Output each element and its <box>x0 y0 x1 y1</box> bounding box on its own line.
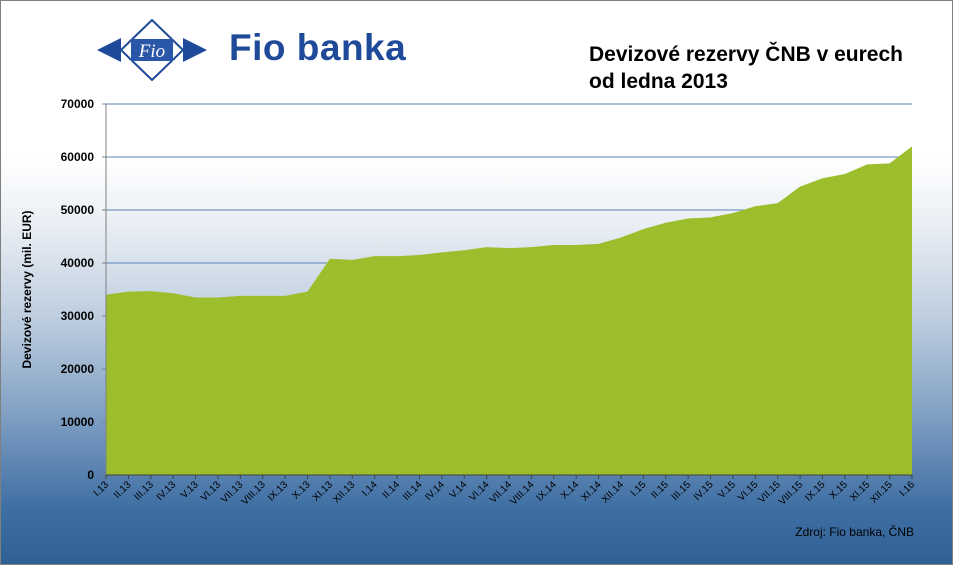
y-tick-label: 10000 <box>61 415 95 429</box>
x-tick-label: II.15 <box>649 479 671 501</box>
x-tick-label: XI.15 <box>848 479 873 504</box>
x-tick-label: II.13 <box>112 479 134 501</box>
y-tick-label: 30000 <box>61 309 95 323</box>
x-tick-label: VIII.14 <box>508 479 537 508</box>
y-tick-label: 0 <box>87 468 94 482</box>
x-tick-label: III.13 <box>132 479 156 503</box>
x-tick-label: IX.15 <box>803 479 828 504</box>
x-tick-label: XII.14 <box>600 479 627 506</box>
x-tick-label: VI.15 <box>736 479 761 504</box>
y-tick-label: 40000 <box>61 256 95 270</box>
x-tick-label: IX.14 <box>535 479 560 504</box>
logo-text: Fio <box>138 41 165 62</box>
source-note: Zdroj: Fio banka, ČNB <box>795 525 914 539</box>
x-tick-label: X.15 <box>828 479 851 502</box>
x-tick-label: VIII.13 <box>240 479 269 508</box>
x-tick-label: IV.15 <box>692 479 716 503</box>
x-tick-label: XI.13 <box>311 479 336 504</box>
x-tick-label: IV.14 <box>423 479 447 503</box>
x-tick-label: X.14 <box>559 479 582 502</box>
x-tick-label: V.13 <box>179 479 201 501</box>
x-tick-label: VI.14 <box>467 479 492 504</box>
x-tick-label: I.16 <box>898 479 918 499</box>
x-tick-label: VIII.15 <box>777 479 806 508</box>
logo-left-arrow <box>97 38 121 62</box>
x-tick-label: IV.13 <box>155 479 179 503</box>
x-tick-label: I.14 <box>360 479 380 499</box>
y-tick-label: 20000 <box>61 362 95 376</box>
chart-title-line2: od ledna 2013 <box>589 70 728 93</box>
y-axis-label: Devizové rezervy (mil. EUR) <box>20 210 34 368</box>
x-tick-label: I.13 <box>92 479 112 499</box>
chart-title: Devizové rezervy ČNB v eurech od ledna 2… <box>589 41 949 95</box>
x-tick-label: XI.14 <box>579 479 604 504</box>
fio-logo-icon: Fio <box>97 19 207 81</box>
y-tick-label: 70000 <box>61 97 95 111</box>
x-tick-label: I.15 <box>629 479 649 499</box>
brand-name: Fio banka <box>229 27 407 68</box>
x-tick-label: II.14 <box>381 479 403 501</box>
x-tick-label: V.15 <box>716 479 738 501</box>
x-tick-label: IX.13 <box>266 479 291 504</box>
x-tick-label: VI.13 <box>199 479 224 504</box>
x-tick-label: III.15 <box>670 479 694 503</box>
x-tick-label: V.14 <box>448 479 470 501</box>
x-tick-label: XII.13 <box>331 479 358 506</box>
logo-box <box>131 39 173 61</box>
x-tick-label: X.13 <box>290 479 313 502</box>
chart-title-line1: Devizové rezervy ČNB v eurech <box>589 43 903 66</box>
x-tick-label: XII.15 <box>868 479 895 506</box>
y-tick-label: 50000 <box>61 203 95 217</box>
logo-right-arrow <box>183 38 207 62</box>
x-tick-label: III.14 <box>401 479 425 503</box>
y-tick-label: 60000 <box>61 150 95 164</box>
area-series <box>106 146 912 475</box>
